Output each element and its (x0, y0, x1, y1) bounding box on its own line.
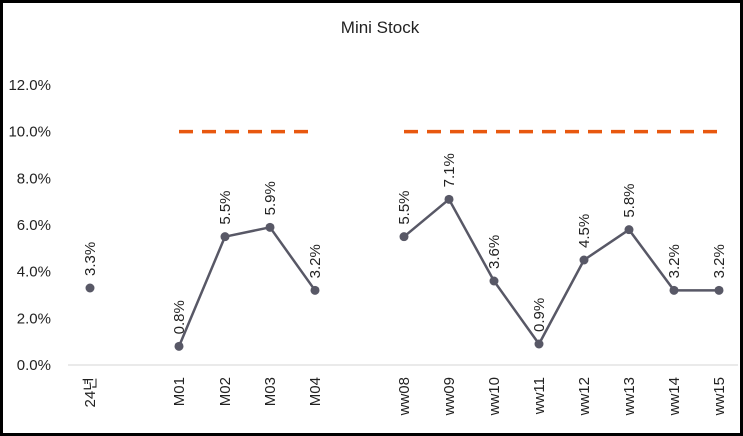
data-point (624, 225, 634, 235)
data-label: 3.2% (666, 244, 683, 278)
data-label: 4.5% (576, 214, 593, 248)
x-tick-label: ww09 (441, 377, 458, 416)
data-point (714, 285, 724, 295)
x-tick-label: ww10 (486, 377, 503, 416)
x-tick-label: M01 (171, 377, 188, 406)
y-tick-label: 6.0% (17, 217, 51, 234)
data-label: 5.5% (396, 190, 413, 224)
data-point (399, 232, 409, 242)
chart-frame: Mini Stock 0.0% 2.0% 4.0% 6.0% 8.0% 10.0% 12.0… (3, 3, 740, 433)
x-tick-label: ww11 (531, 377, 548, 415)
data-labels: 3.3% 0.8% 5.5% 5.9% 3.2% 5.5% 7.1% 3.6% 0.9% 4.5%… (82, 153, 728, 334)
chart-title: Mini Stock (341, 18, 420, 37)
series-line (177, 226, 317, 347)
y-tick-label: 4.0% (17, 264, 51, 281)
x-tick-label: 24년 (82, 377, 99, 408)
data-point (265, 222, 275, 232)
series-points (85, 194, 724, 351)
line-chart: Mini Stock 0.0% 2.0% 4.0% 6.0% 8.0% 10.0% 12.0… (8, 18, 738, 416)
x-tick-label: ww08 (396, 377, 413, 416)
x-tick-label: M04 (307, 377, 324, 406)
x-tick-label: ww13 (621, 377, 638, 416)
data-point (310, 285, 320, 295)
y-axis-ticks: 0.0% 2.0% 4.0% 6.0% 8.0% 10.0% 12.0% (8, 77, 51, 374)
data-label: 3.2% (307, 244, 324, 278)
y-tick-label: 0.0% (17, 357, 51, 374)
x-tick-label: ww15 (711, 377, 728, 416)
y-tick-label: 10.0% (8, 124, 51, 141)
data-label: 5.9% (262, 181, 279, 215)
x-axis-ticks: 24년 M01 M02 M03 M04 ww08 ww09 ww10 ww11 ww12 ww13 w… (82, 377, 728, 416)
y-tick-label: 12.0% (8, 77, 51, 94)
data-label: 3.3% (82, 242, 99, 276)
data-point (669, 285, 679, 295)
series-lines (177, 198, 719, 347)
y-tick-label: 8.0% (17, 170, 51, 187)
data-point (534, 339, 544, 349)
x-tick-label: ww14 (666, 377, 683, 416)
data-label: 0.8% (171, 300, 188, 334)
data-point (579, 255, 589, 265)
data-label: 0.9% (531, 298, 548, 332)
data-point (85, 283, 95, 293)
data-point (489, 276, 499, 286)
data-point (174, 341, 184, 351)
x-tick-label: ww12 (576, 377, 593, 416)
data-label: 5.5% (217, 190, 234, 224)
data-label: 7.1% (441, 153, 458, 187)
series-line (403, 198, 719, 346)
data-label: 3.6% (486, 235, 503, 269)
data-label: 3.2% (711, 244, 728, 278)
data-label: 5.8% (621, 183, 638, 217)
x-tick-label: M03 (262, 377, 279, 406)
y-tick-label: 2.0% (17, 310, 51, 327)
data-point (220, 232, 230, 242)
x-tick-label: M02 (217, 377, 234, 406)
data-point (444, 194, 454, 204)
